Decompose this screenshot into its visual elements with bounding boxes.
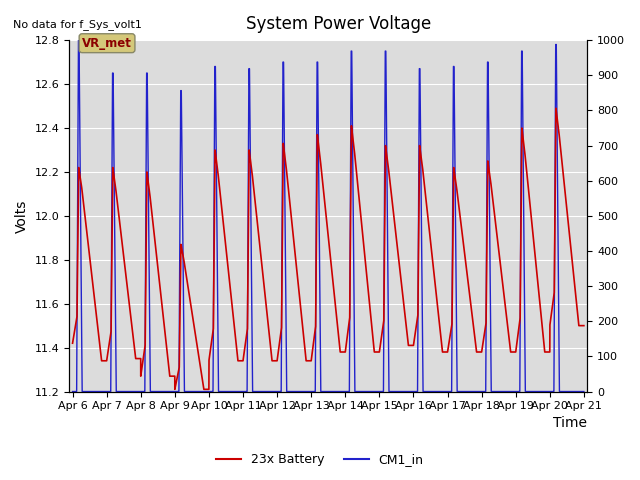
X-axis label: Time: Time — [553, 416, 588, 430]
Text: VR_met: VR_met — [82, 36, 132, 50]
Title: System Power Voltage: System Power Voltage — [246, 15, 431, 33]
Legend: 23x Battery, CM1_in: 23x Battery, CM1_in — [211, 448, 429, 471]
Y-axis label: Volts: Volts — [15, 199, 29, 232]
Text: No data for f_Sys_volt1: No data for f_Sys_volt1 — [13, 19, 141, 30]
